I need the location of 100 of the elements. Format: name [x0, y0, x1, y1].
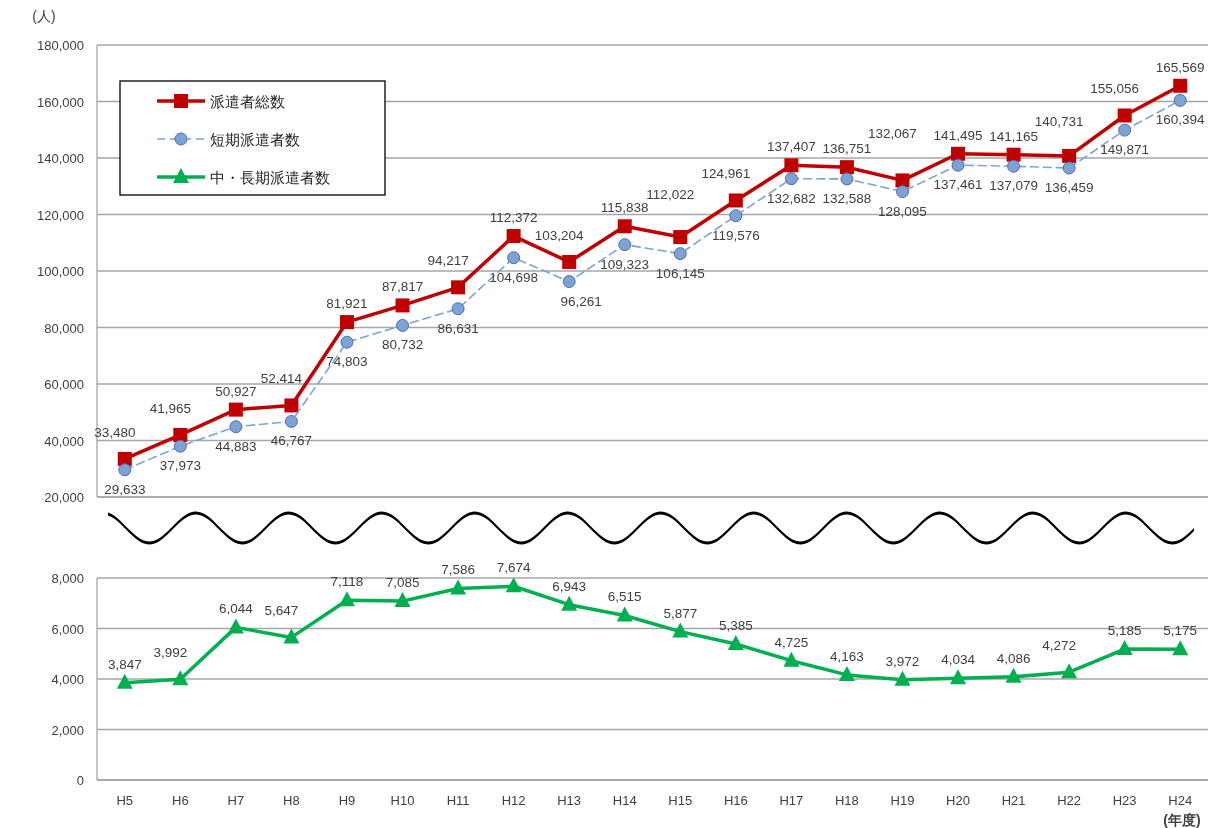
- x-tick-label: H8: [283, 793, 300, 808]
- point: [283, 628, 300, 644]
- data-label: 5,175: [1163, 623, 1198, 639]
- point: [784, 172, 798, 186]
- data-label: 128,095: [878, 203, 927, 219]
- x-tick-label: H13: [557, 793, 582, 808]
- data-label: 4,163: [830, 648, 864, 664]
- point: [838, 665, 855, 681]
- point: [229, 420, 243, 434]
- x-tick-label: H6: [172, 793, 189, 808]
- x-tick-label: H21: [1001, 793, 1026, 808]
- y-tick-label: 60,000: [44, 377, 84, 392]
- data-label: 94,217: [427, 253, 469, 269]
- x-tick-label: H15: [668, 793, 693, 808]
- data-label: 132,682: [766, 190, 816, 206]
- data-label: 41,965: [149, 400, 191, 416]
- legend-label: 派遣者総数: [210, 93, 285, 110]
- data-label: 86,631: [437, 320, 479, 336]
- point: [507, 251, 521, 265]
- data-label: 87,817: [381, 279, 424, 295]
- data-label: 141,495: [933, 127, 983, 143]
- data-label: 112,022: [646, 187, 695, 203]
- data-label: 132,588: [822, 190, 872, 206]
- point: [895, 185, 909, 199]
- data-label: 137,461: [933, 177, 983, 193]
- data-label: 136,459: [1044, 180, 1094, 195]
- y-tick-label: 100,000: [37, 264, 84, 279]
- y-tick-label: 6,000: [51, 621, 84, 637]
- point: [1117, 108, 1132, 123]
- data-label: 3,992: [153, 645, 188, 661]
- point: [784, 158, 799, 173]
- point: [173, 427, 188, 442]
- data-label: 5,647: [264, 603, 299, 619]
- data-label: 155,056: [1090, 81, 1140, 97]
- point: [506, 229, 521, 244]
- point: [894, 670, 911, 686]
- data-label: 5,385: [718, 618, 753, 634]
- point: [284, 414, 298, 428]
- point: [951, 158, 965, 172]
- x-tick-label: H18: [835, 793, 859, 808]
- data-label: 149,871: [1100, 142, 1150, 158]
- data-label: 109,323: [600, 256, 650, 272]
- x-axis-title: (年度): [1163, 812, 1201, 828]
- data-label: 4,272: [1042, 638, 1077, 654]
- point: [172, 670, 189, 686]
- data-label: 137,079: [989, 178, 1038, 194]
- x-tick-label: H22: [1057, 793, 1082, 808]
- point: [338, 591, 355, 607]
- point: [673, 247, 687, 261]
- point: [561, 595, 578, 611]
- point: [1005, 667, 1022, 683]
- point: [118, 463, 132, 477]
- data-label: 119,576: [711, 227, 760, 243]
- data-label: 6,515: [607, 589, 642, 605]
- data-label: 6,044: [218, 601, 254, 617]
- legend-label: 中・長期派遣者数: [210, 169, 330, 186]
- data-label: 124,961: [701, 166, 751, 182]
- data-label: 4,034: [941, 652, 976, 668]
- data-label: 5,185: [1107, 623, 1142, 639]
- point: [339, 315, 354, 330]
- point: [1118, 123, 1132, 137]
- point: [616, 606, 633, 622]
- point: [394, 592, 411, 608]
- data-label: 103,204: [534, 227, 585, 243]
- data-label: 104,698: [489, 269, 539, 285]
- point: [951, 146, 966, 161]
- point: [451, 280, 466, 295]
- data-label: 3,847: [107, 656, 142, 672]
- data-label: 4,725: [774, 634, 809, 650]
- x-tick-label: H7: [227, 793, 245, 808]
- x-tick-label: H9: [338, 793, 356, 808]
- data-label: 7,674: [496, 560, 531, 576]
- data-label: 7,085: [385, 575, 420, 591]
- data-label: 136,751: [822, 141, 872, 157]
- data-label: 46,767: [270, 433, 313, 449]
- data-label: 80,732: [381, 337, 424, 353]
- point: [451, 302, 465, 316]
- x-tick-label: H12: [501, 793, 526, 808]
- point: [1116, 640, 1133, 656]
- data-label: 137,407: [766, 139, 816, 155]
- point: [395, 298, 410, 313]
- data-label: 5,877: [663, 605, 698, 621]
- data-label: 6,943: [552, 578, 587, 594]
- point: [116, 673, 133, 689]
- y-tick-label: 4,000: [51, 672, 84, 687]
- point: [617, 219, 632, 234]
- point: [505, 577, 522, 593]
- point: [1062, 161, 1076, 175]
- point: [1173, 93, 1187, 107]
- y-tick-label: 0: [76, 773, 84, 788]
- point: [950, 669, 967, 685]
- y-tick-label: 80,000: [44, 320, 84, 336]
- point: [672, 622, 689, 638]
- point: [173, 439, 187, 453]
- point: [727, 635, 744, 651]
- data-label: 141,165: [989, 128, 1038, 144]
- y-tick-label: 8,000: [51, 571, 84, 586]
- data-label: 140,731: [1034, 113, 1084, 129]
- data-label: 81,921: [326, 296, 368, 312]
- legend-label: 短期派遣者数: [210, 131, 300, 148]
